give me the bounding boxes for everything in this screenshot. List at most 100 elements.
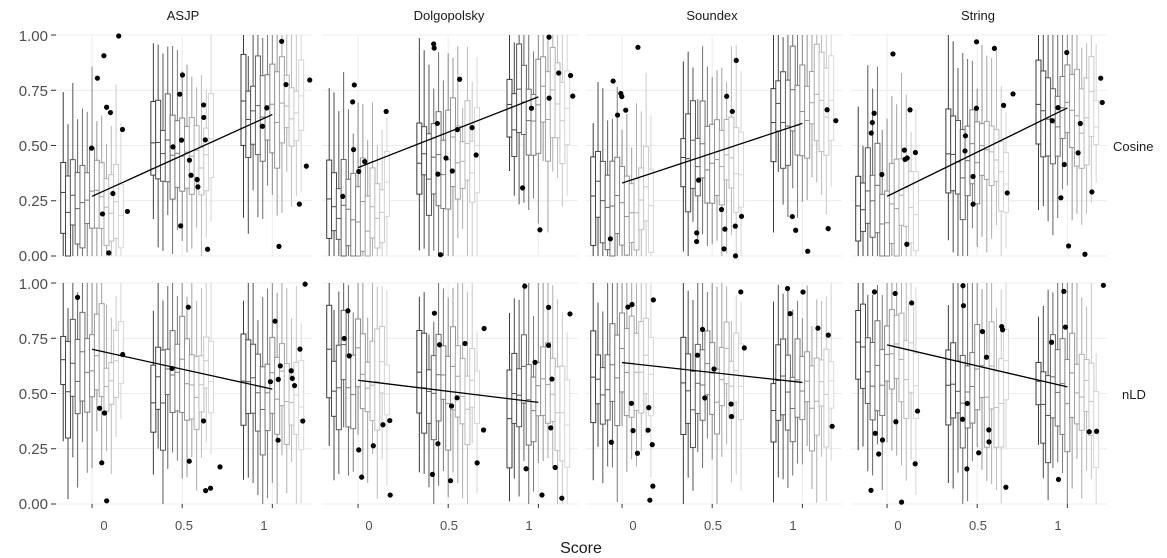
box xyxy=(364,195,371,257)
box xyxy=(888,309,895,390)
box xyxy=(950,342,957,419)
x-tick-label: 0.5 xyxy=(969,518,987,533)
outlier-point xyxy=(275,376,281,382)
box xyxy=(784,354,791,431)
outlier-point xyxy=(912,461,918,467)
box xyxy=(425,133,432,216)
x-tick-label: 0.5 xyxy=(175,518,193,533)
outlier-point xyxy=(110,190,116,197)
outlier-point xyxy=(302,281,308,287)
outlier-point xyxy=(200,418,207,424)
outlier-point xyxy=(1086,429,1092,435)
box xyxy=(998,358,1005,448)
box xyxy=(794,338,801,418)
box xyxy=(903,157,910,227)
box xyxy=(619,312,626,393)
outlier-point xyxy=(537,227,543,233)
box xyxy=(69,318,76,397)
y-tick-label: 0.25 xyxy=(19,193,48,210)
outlier-point xyxy=(474,460,480,466)
box xyxy=(430,123,437,195)
outlier-point xyxy=(784,285,791,292)
box xyxy=(298,359,305,451)
box xyxy=(379,189,386,243)
box xyxy=(1054,349,1061,427)
box xyxy=(274,71,281,169)
outlier-point xyxy=(356,447,362,453)
box xyxy=(184,125,191,189)
box xyxy=(912,171,919,252)
box xyxy=(855,175,862,242)
outlier-point xyxy=(647,497,653,503)
outlier-point xyxy=(1058,195,1064,201)
outlier-point xyxy=(99,211,106,217)
box xyxy=(823,348,830,448)
box xyxy=(326,304,333,399)
outlier-point xyxy=(303,163,309,169)
box xyxy=(623,175,630,256)
outlier-point xyxy=(732,223,738,229)
outlier-point xyxy=(962,133,969,139)
outlier-point xyxy=(869,119,875,126)
box xyxy=(879,349,886,416)
outlier-point xyxy=(973,105,979,111)
box xyxy=(298,59,305,131)
outlier-point xyxy=(291,382,298,389)
box xyxy=(733,127,740,214)
box xyxy=(525,88,532,156)
outlier-point xyxy=(203,488,209,494)
outlier-point xyxy=(436,342,443,348)
box xyxy=(813,357,820,436)
outlier-point xyxy=(520,185,526,191)
box xyxy=(288,87,295,147)
box xyxy=(65,175,72,257)
outlier-point xyxy=(964,466,970,472)
outlier-point xyxy=(607,236,613,242)
box xyxy=(60,161,67,234)
outlier-point xyxy=(528,105,535,111)
outlier-point xyxy=(340,193,346,200)
outlier-point xyxy=(350,146,357,153)
outlier-point xyxy=(178,223,184,229)
outlier-point xyxy=(201,114,207,121)
box xyxy=(898,312,905,403)
outlier-point xyxy=(356,168,362,175)
outlier-point xyxy=(188,172,194,178)
box xyxy=(718,346,725,407)
outlier-point xyxy=(960,303,967,309)
box xyxy=(770,383,777,443)
box xyxy=(469,140,476,203)
outlier-point xyxy=(629,301,635,308)
outlier-point xyxy=(1094,428,1100,434)
outlier-point xyxy=(1010,91,1016,97)
box xyxy=(564,70,571,145)
outlier-point xyxy=(614,112,621,118)
x-tick-label: 0.5 xyxy=(704,518,722,533)
box xyxy=(345,353,352,428)
y-tick-label: 0.75 xyxy=(19,83,48,100)
box xyxy=(647,336,654,417)
box xyxy=(474,107,481,194)
outlier-point xyxy=(893,419,899,425)
box xyxy=(869,174,876,238)
outlier-point xyxy=(646,405,652,411)
row-label-nld: nLD xyxy=(1122,387,1146,402)
box xyxy=(685,113,692,213)
outlier-point xyxy=(447,478,454,484)
y-tick-label: 0.75 xyxy=(19,331,48,348)
outlier-point xyxy=(964,400,970,407)
box xyxy=(1073,363,1080,425)
box xyxy=(89,334,96,398)
outlier-point xyxy=(815,325,821,331)
box xyxy=(250,343,257,414)
outlier-point xyxy=(973,39,980,45)
outlier-point xyxy=(976,450,982,456)
outlier-point xyxy=(279,38,285,44)
box xyxy=(609,160,616,257)
box xyxy=(511,352,518,424)
x-tick-label: 1 xyxy=(789,518,796,533)
box xyxy=(1093,100,1100,145)
box xyxy=(530,376,537,443)
outlier-point xyxy=(272,318,278,324)
